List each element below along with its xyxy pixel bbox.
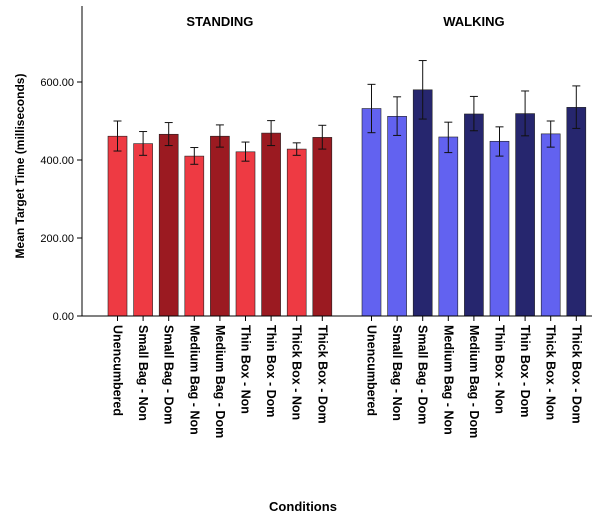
bar: [489, 140, 510, 317]
x-tick-label: Thin Box - Dom: [518, 325, 532, 417]
bar: [361, 108, 382, 317]
x-tick-label: Small Bag - Dom: [162, 325, 176, 424]
group-title: WALKING: [443, 14, 504, 29]
x-tick-label: Thick Box - Non: [290, 325, 304, 420]
bar: [566, 107, 587, 317]
bar: [312, 137, 333, 317]
x-tick-label: Small Bag - Non: [136, 325, 150, 421]
bar: [184, 155, 205, 317]
x-tick-label: Medium Bag - Dom: [467, 325, 481, 438]
y-tick-label: 0.00: [53, 311, 74, 323]
bar: [515, 113, 535, 317]
bar: [158, 133, 179, 317]
group-title: STANDING: [186, 14, 253, 29]
x-axis-label: Conditions: [269, 499, 337, 514]
bar: [210, 135, 230, 317]
bar: [464, 113, 484, 317]
bar: [286, 148, 307, 317]
x-tick-label: Thick Box - Non: [544, 325, 558, 420]
bar: [438, 136, 459, 317]
x-tick-label: Medium Bag - Non: [187, 325, 201, 435]
x-tick-label: Thin Box - Non: [493, 325, 507, 414]
bar: [540, 133, 561, 317]
x-tick-label: Medium Bag - Non: [441, 325, 455, 435]
x-tick-label: Unencumbered: [111, 325, 125, 416]
x-tick-label: Thin Box - Non: [239, 325, 253, 414]
y-tick-label: 600.00: [40, 77, 74, 89]
bar: [133, 143, 153, 317]
x-tick-label: Small Bag - Non: [390, 325, 404, 421]
x-tick-label: Medium Bag - Dom: [213, 325, 227, 438]
x-tick-label: Thick Box - Dom: [315, 325, 329, 424]
x-tick-label: Thick Box - Dom: [569, 325, 583, 424]
y-axis-label: Mean Target Time (milliseconds): [13, 74, 27, 259]
bar: [107, 135, 128, 317]
bar: [235, 151, 256, 317]
x-tick-label: Small Bag - Dom: [416, 325, 430, 424]
y-tick-label: 400.00: [40, 155, 74, 167]
bar: [387, 116, 407, 317]
bar: [261, 132, 281, 317]
x-tick-label: Unencumbered: [365, 325, 379, 416]
y-tick-label: 200.00: [40, 233, 74, 245]
x-tick-label: Thin Box - Dom: [264, 325, 278, 417]
bar: [412, 89, 433, 317]
